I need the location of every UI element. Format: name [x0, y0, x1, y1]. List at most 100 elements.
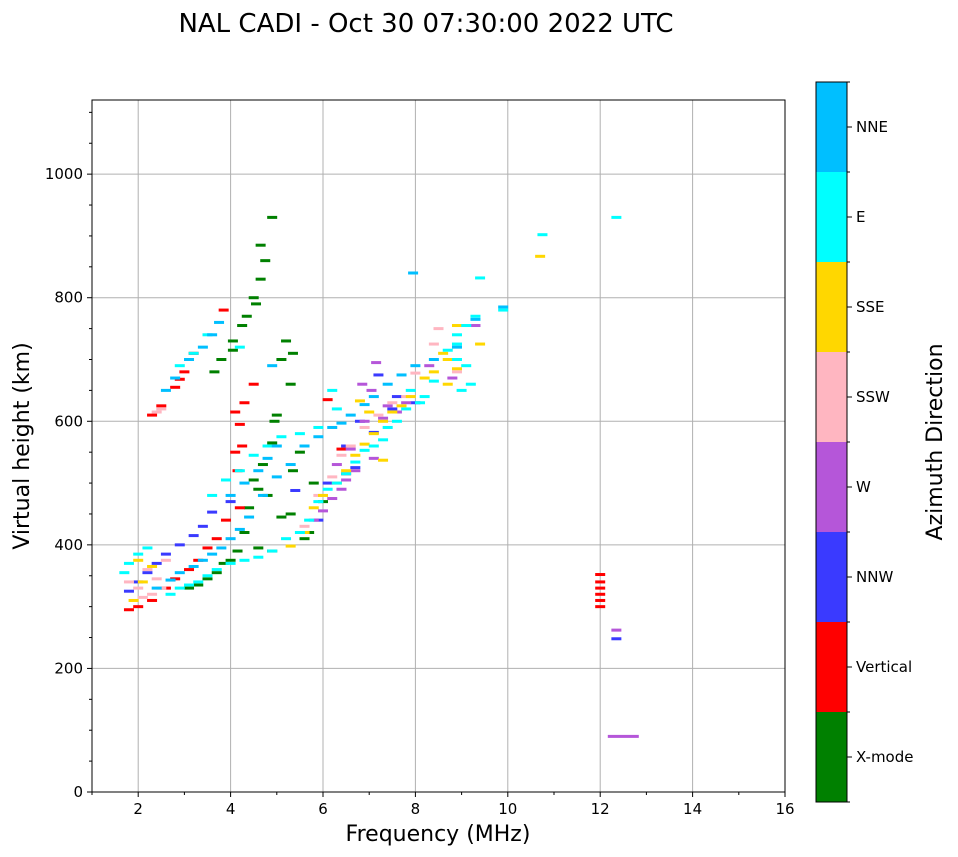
data-point-w [447, 376, 458, 380]
data-point-e [294, 531, 305, 534]
data-point-ssw [123, 580, 134, 584]
data-point-vertical [202, 546, 213, 550]
plot-frame [91, 99, 786, 793]
data-point-sse [147, 564, 158, 568]
data-point-w [345, 447, 356, 451]
data-point-e [405, 388, 416, 392]
data-point-e [267, 549, 278, 553]
data-point-x-mode [285, 512, 296, 516]
data-point-nne [207, 552, 218, 556]
data-point-e [401, 407, 412, 411]
data-point-x-mode [287, 351, 298, 355]
data-point-ssw [156, 407, 167, 411]
data-point-nne [408, 271, 419, 275]
data-point-nne [184, 358, 195, 361]
data-point-nne [410, 364, 421, 368]
data-point-ssw [147, 592, 158, 596]
data-point-e [174, 586, 185, 590]
x-tick-label: 2 [133, 800, 143, 818]
data-point-w [368, 456, 379, 460]
data-point-nne [359, 403, 370, 407]
colorbar-label: X-mode [856, 748, 913, 766]
data-point-vertical [147, 413, 158, 417]
data-point-x-mode [281, 339, 292, 343]
data-point-nne [244, 515, 255, 519]
data-point-sse [133, 558, 144, 562]
x-tick-label: 8 [411, 800, 421, 818]
data-point-e [350, 460, 361, 464]
data-point-nnw [188, 534, 199, 538]
data-point-ssw [428, 342, 439, 346]
data-point-e [313, 425, 324, 429]
data-point-nne [470, 317, 481, 321]
data-point-e [341, 472, 352, 476]
data-point-nne [225, 537, 236, 541]
data-point-x-mode [248, 478, 259, 482]
data-point-nne [327, 425, 338, 429]
data-point-nne [160, 388, 171, 392]
data-point-e [239, 558, 250, 562]
data-point-w [327, 497, 338, 501]
data-marks [119, 215, 639, 738]
data-point-x-mode [276, 358, 287, 361]
data-point-sse [308, 506, 319, 510]
data-point-sse [378, 419, 389, 423]
colorbar-label: E [856, 208, 865, 226]
data-point-e [382, 425, 393, 429]
data-point-e [451, 358, 462, 361]
data-point-vertical [322, 398, 333, 402]
data-point-e [165, 592, 176, 596]
colorbar-swatch-w [816, 442, 847, 532]
data-point-e [188, 351, 199, 355]
data-point-x-mode [255, 243, 266, 247]
data-point-e [327, 388, 338, 392]
data-point-x-mode [237, 324, 248, 328]
data-point-w [611, 628, 622, 632]
data-point-nne [345, 413, 356, 417]
data-point-e [498, 308, 509, 312]
data-point-e [211, 568, 222, 572]
data-point-sse [318, 493, 328, 497]
data-point-e [142, 546, 153, 550]
data-point-e [281, 537, 292, 541]
colorbar-label: NNE [856, 118, 888, 136]
data-point-w [357, 382, 368, 386]
data-point-e [442, 348, 453, 352]
data-point-w [371, 361, 382, 365]
data-point-nnw [322, 481, 333, 485]
data-point-vertical [595, 586, 606, 590]
data-point-x-mode [255, 277, 266, 281]
data-point-sse [354, 399, 365, 403]
colorbar-swatch-ssw [816, 352, 847, 442]
data-point-e [461, 364, 472, 368]
data-point-x-mode [271, 413, 282, 417]
data-point-nnw [391, 395, 402, 399]
data-point-ssw [142, 568, 153, 572]
data-point-vertical [595, 605, 606, 609]
data-point-e [276, 435, 287, 439]
data-point-nnw [225, 500, 236, 504]
data-point-sse [419, 376, 430, 380]
data-point-w [318, 509, 328, 513]
data-point-e [322, 487, 333, 491]
data-point-e [313, 500, 324, 504]
data-point-e [391, 419, 402, 423]
data-point-x-mode [225, 558, 236, 562]
data-point-e [207, 493, 218, 497]
data-point-x-mode [248, 296, 259, 300]
data-point-x-mode [241, 314, 252, 318]
data-point-e [294, 432, 305, 436]
data-point-nne [285, 463, 296, 467]
data-point-e [359, 448, 370, 452]
data-point-vertical [230, 450, 241, 454]
data-point-e [184, 583, 195, 587]
data-point-w [341, 478, 352, 482]
data-point-nnw [373, 373, 384, 377]
data-point-x-mode [267, 441, 278, 445]
data-point-nnw [387, 407, 398, 411]
colorbar-title: Azimuth Direction [923, 343, 948, 540]
data-point-nne [165, 578, 176, 582]
data-point-x-mode [244, 506, 255, 510]
data-point-x-mode [227, 348, 238, 352]
data-point-vertical [218, 308, 229, 312]
